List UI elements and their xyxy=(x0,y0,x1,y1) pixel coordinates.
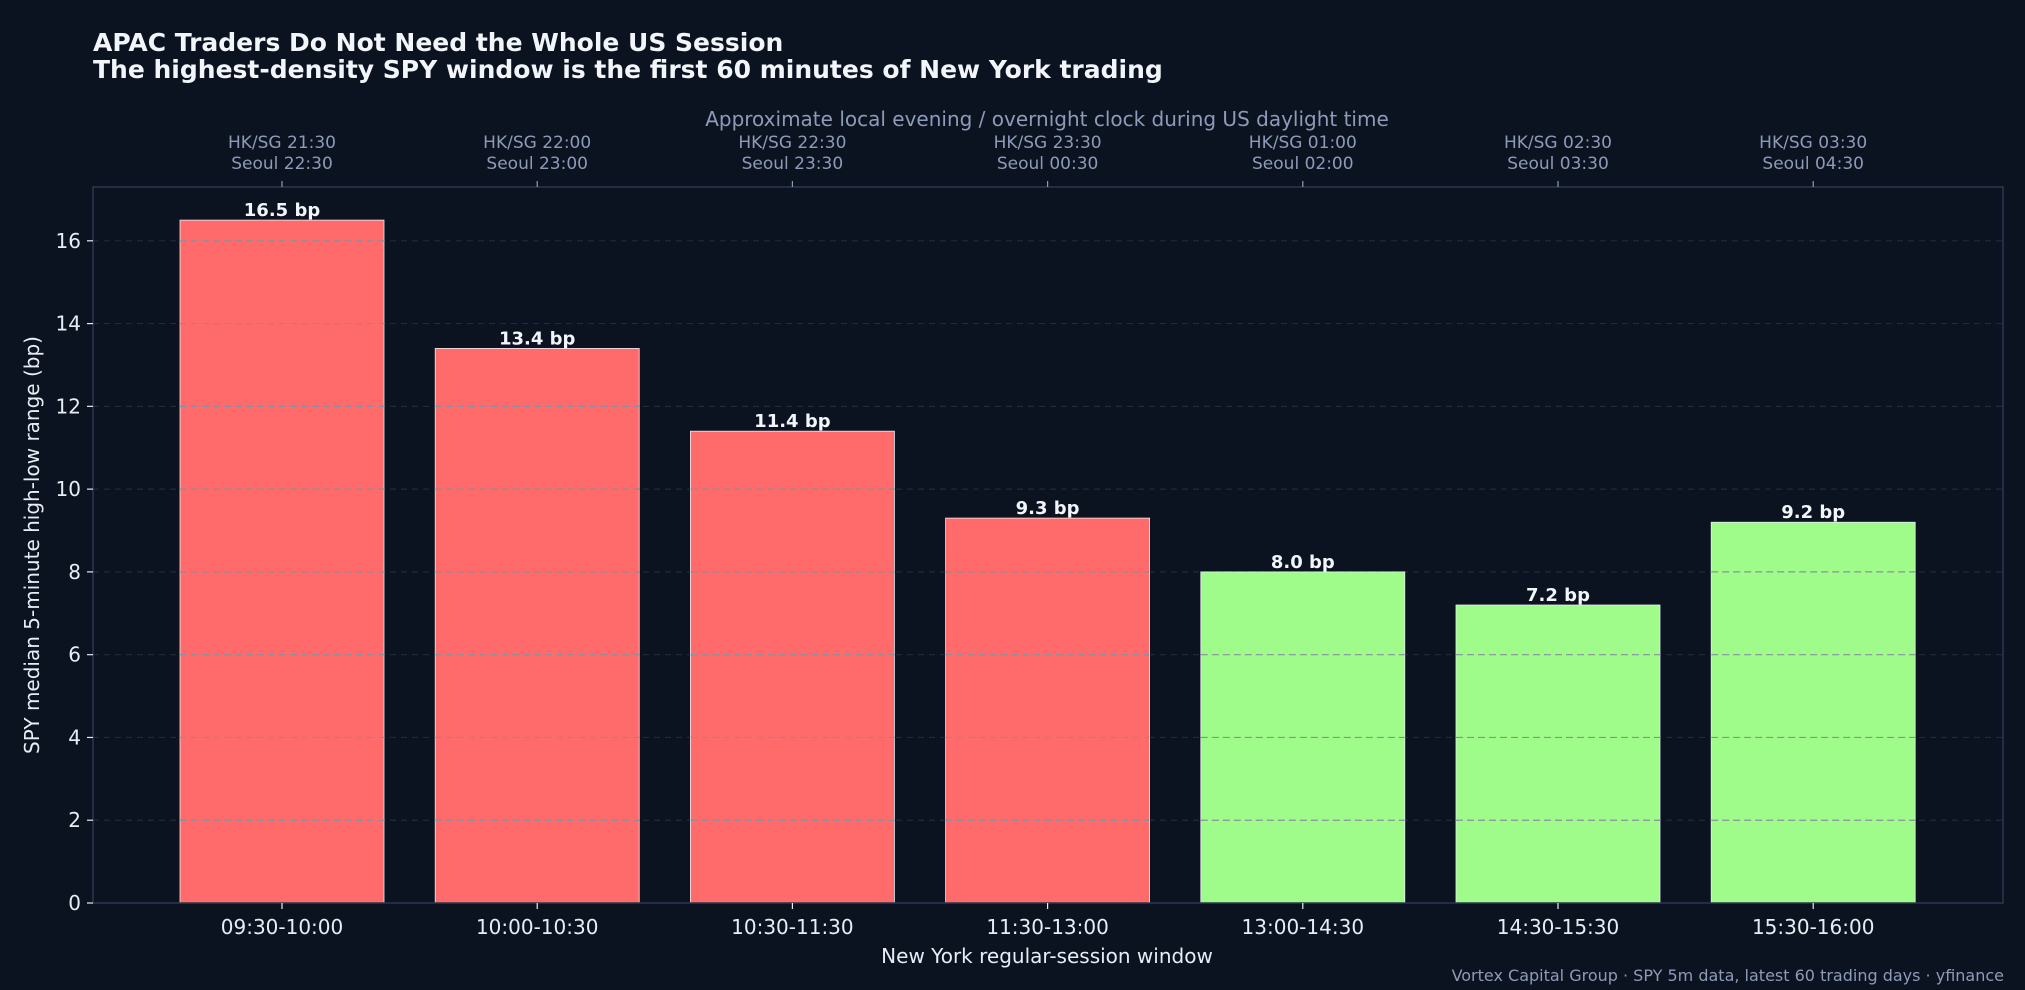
bar-10:30-11:30 xyxy=(690,430,895,904)
x-axis-label: New York regular-session window xyxy=(881,944,1213,968)
x-tick-label: 15:30-16:00 xyxy=(1752,915,1875,939)
y-axis: 0 2 4 6 8 10 12 14 16 xyxy=(56,229,93,915)
bar-value-label: 7.2 bp xyxy=(1526,585,1590,606)
y-tick-label: 4 xyxy=(68,725,81,749)
y-tick-label: 14 xyxy=(56,312,81,336)
chart-title: APAC Traders Do Not Need the Whole US Se… xyxy=(93,28,783,57)
top-tick-label-seoul: Seoul 02:00 xyxy=(1252,154,1354,174)
top-tick-label-seoul: Seoul 23:00 xyxy=(486,154,588,174)
top-tick-label-hksg: HK/SG 03:30 xyxy=(1759,133,1867,153)
x-tick-label: 09:30-10:00 xyxy=(221,915,344,939)
bar-value-label: 16.5 bp xyxy=(244,200,321,221)
y-tick-label: 0 xyxy=(68,891,81,915)
y-axis-label: SPY median 5-minute high-low range (bp) xyxy=(20,336,44,754)
top-tick-label-seoul: Seoul 22:30 xyxy=(231,154,333,174)
bar-value-label: 8.0 bp xyxy=(1271,552,1335,573)
x-tick-label: 14:30-15:30 xyxy=(1497,915,1620,939)
bar-14:30-15:30 xyxy=(1455,604,1661,904)
top-tick-label-seoul: Seoul 00:30 xyxy=(997,154,1099,174)
x-tick-label: 10:00-10:30 xyxy=(476,915,599,939)
top-tick-label-hksg: HK/SG 22:00 xyxy=(483,133,591,153)
x-tick-label: 10:30-11:30 xyxy=(731,915,854,939)
bar-value-label: 11.4 bp xyxy=(754,411,831,432)
top-axis-label: Approximate local evening / overnight cl… xyxy=(705,107,1389,131)
y-tick-label: 2 xyxy=(68,808,81,832)
bar-11:30-13:00 xyxy=(945,517,1150,904)
y-tick-label: 8 xyxy=(68,560,81,584)
top-tick-label-seoul: Seoul 04:30 xyxy=(1762,154,1864,174)
source-footnote: Vortex Capital Group · SPY 5m data, late… xyxy=(1452,966,2004,985)
y-tick-label: 12 xyxy=(56,394,81,418)
top-tick-label-hksg: HK/SG 22:30 xyxy=(738,133,846,153)
top-tick-label-hksg: HK/SG 23:30 xyxy=(994,133,1102,153)
bar-value-labels: 16.5 bp 13.4 bp 11.4 bp 9.3 bp 8.0 bp 7.2 bp 9… xyxy=(180,200,1916,821)
bar-15:30-16:00 xyxy=(1710,521,1916,904)
top-tick-label-hksg: HK/SG 01:00 xyxy=(1249,133,1357,153)
chart-subtitle: The highest-density SPY window is the fi… xyxy=(93,55,1163,84)
y-tick-label: 6 xyxy=(68,643,81,667)
bar-value-label: 9.2 bp xyxy=(1781,502,1845,523)
top-tick-label-seoul: Seoul 23:30 xyxy=(742,154,844,174)
bar-10:00-10:30 xyxy=(434,348,640,904)
bar-value-label: 13.4 bp xyxy=(499,328,576,349)
x-tick-label: 11:30-13:00 xyxy=(986,915,1109,939)
top-tick-label-hksg: HK/SG 02:30 xyxy=(1504,133,1612,153)
x-axis: 09:30-10:00 10:00-10:30 10:30-11:30 11:30-1… xyxy=(221,903,1875,939)
bar-09:30-10:00 xyxy=(179,219,385,904)
y-tick-label: 16 xyxy=(56,229,81,253)
bar-value-label: 9.3 bp xyxy=(1016,498,1080,519)
top-tick-label-hksg: HK/SG 21:30 xyxy=(228,133,336,153)
y-tick-label: 10 xyxy=(56,477,81,501)
top-tick-label-seoul: Seoul 03:30 xyxy=(1507,154,1609,174)
x-tick-label: 13:00-14:30 xyxy=(1242,915,1365,939)
